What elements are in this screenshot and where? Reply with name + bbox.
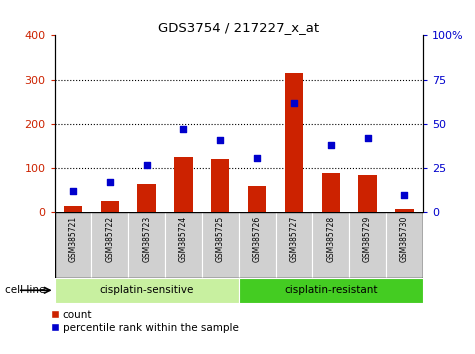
Title: GDS3754 / 217227_x_at: GDS3754 / 217227_x_at <box>158 21 319 34</box>
Point <box>106 179 114 185</box>
Bar <box>202 212 238 278</box>
Point <box>69 188 77 194</box>
Point <box>143 162 151 167</box>
Text: GSM385730: GSM385730 <box>400 216 409 262</box>
Bar <box>174 157 193 212</box>
Bar <box>285 73 303 212</box>
Text: GSM385721: GSM385721 <box>68 216 77 262</box>
Legend: count, percentile rank within the sample: count, percentile rank within the sample <box>50 310 239 333</box>
Text: GSM385725: GSM385725 <box>216 216 225 262</box>
Bar <box>64 206 82 212</box>
Bar <box>137 184 156 212</box>
Bar <box>165 212 202 278</box>
Text: GSM385724: GSM385724 <box>179 216 188 262</box>
Bar <box>248 186 266 212</box>
Bar <box>55 278 238 303</box>
Text: GSM385728: GSM385728 <box>326 216 335 262</box>
Bar <box>395 209 414 212</box>
Bar <box>276 212 313 278</box>
Bar <box>211 159 229 212</box>
Point <box>290 100 298 105</box>
Text: GSM385726: GSM385726 <box>253 216 262 262</box>
Text: GSM385722: GSM385722 <box>105 216 114 262</box>
Bar <box>238 278 423 303</box>
Text: GSM385727: GSM385727 <box>289 216 298 262</box>
Bar <box>55 212 91 278</box>
Point <box>364 135 371 141</box>
Text: cisplatin-sensitive: cisplatin-sensitive <box>99 285 194 295</box>
Point <box>217 137 224 143</box>
Bar <box>101 201 119 212</box>
Bar <box>349 212 386 278</box>
Point <box>400 192 408 198</box>
Bar <box>313 212 349 278</box>
Bar <box>358 175 377 212</box>
Bar <box>386 212 423 278</box>
Bar <box>238 212 276 278</box>
Bar <box>128 212 165 278</box>
Point <box>253 155 261 160</box>
Bar <box>91 212 128 278</box>
Text: GSM385723: GSM385723 <box>142 216 151 262</box>
Text: cell line: cell line <box>5 285 45 295</box>
Point <box>180 126 187 132</box>
Point <box>327 142 334 148</box>
Bar <box>322 172 340 212</box>
Text: GSM385729: GSM385729 <box>363 216 372 262</box>
Text: cisplatin-resistant: cisplatin-resistant <box>284 285 378 295</box>
